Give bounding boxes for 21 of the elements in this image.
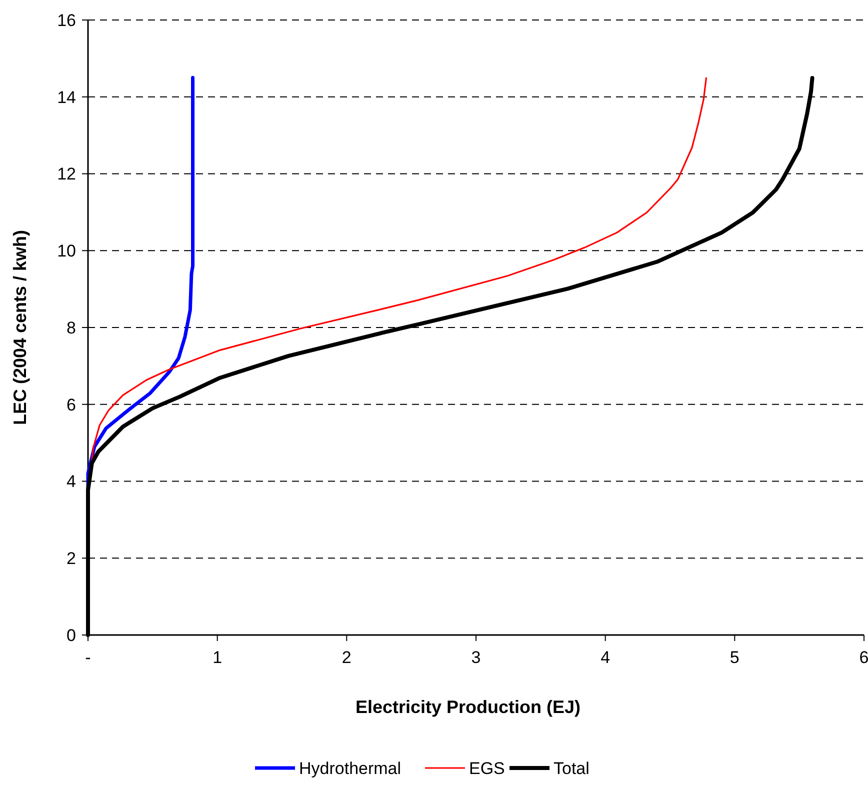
legend-label: Hydrothermal — [299, 759, 402, 778]
y-tick-label: 8 — [66, 318, 76, 338]
x-tick-label: - — [85, 648, 91, 667]
y-tick-label: 2 — [66, 549, 76, 568]
y-axis-title: LEC (2004 cents / kwh) — [10, 230, 30, 426]
x-tick-label: 2 — [342, 648, 352, 667]
x-axis-title: Electricity Production (EJ) — [355, 697, 581, 717]
y-tick-label: 14 — [57, 88, 76, 107]
x-tick-label: 5 — [730, 648, 740, 667]
y-tick-label: 10 — [57, 242, 76, 261]
legend-label: Total — [554, 759, 590, 778]
y-tick-label: 0 — [66, 626, 76, 645]
x-tick-label: 4 — [600, 648, 610, 667]
x-tick-label: 3 — [471, 648, 481, 667]
y-tick-label: 16 — [57, 10, 76, 30]
x-tick-label: 1 — [212, 648, 222, 667]
legend-label: EGS — [469, 759, 505, 778]
y-tick-label: 4 — [66, 472, 76, 492]
y-tick-label: 6 — [66, 395, 76, 414]
x-tick-label: 6 — [859, 648, 868, 667]
y-tick-label: 12 — [57, 164, 76, 184]
